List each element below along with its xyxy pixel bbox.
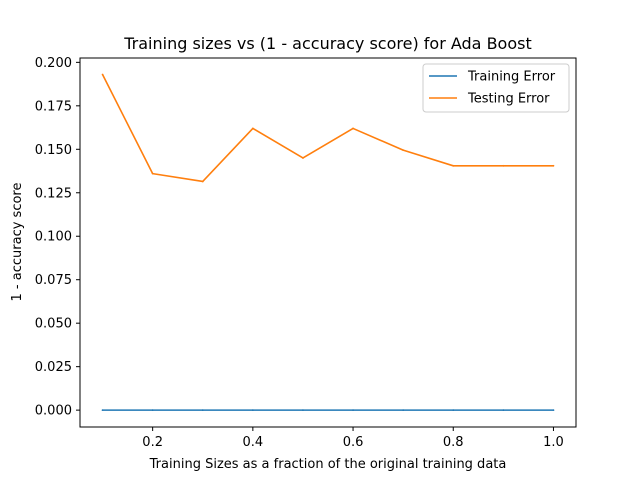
x-tick-label: 0.2 (142, 435, 163, 450)
series-line-1 (101, 74, 554, 183)
data-point (302, 409, 304, 412)
chart-title: Training sizes vs (1 - accuracy score) f… (123, 34, 531, 53)
x-tick-label: 0.6 (343, 435, 364, 450)
data-point (402, 149, 405, 152)
y-tick-label: 0.200 (35, 56, 72, 71)
y-axis-ticks: 0.000 0.025 0.050 0.075 0.100 0.125 0.150 0.175… (35, 56, 80, 419)
data-point (201, 180, 204, 183)
series-layer (101, 73, 555, 412)
data-point (502, 409, 505, 412)
y-tick-label: 0.000 (35, 404, 72, 419)
data-point (452, 409, 455, 412)
data-point (251, 409, 254, 412)
legend: Training Error Testing Error (422, 63, 570, 113)
data-point (201, 409, 204, 412)
data-point (302, 157, 304, 159)
legend-label: Testing Error (467, 92, 550, 107)
data-point (402, 409, 405, 412)
y-tick-label: 0.100 (35, 230, 72, 245)
y-axis-label: 1 - accuracy score (10, 183, 25, 302)
data-point (552, 409, 555, 412)
x-tick-label: 0.8 (443, 435, 464, 450)
data-point (151, 172, 154, 175)
x-axis-ticks: 0.2 0.4 0.6 0.8 1.0 (142, 427, 564, 450)
x-tick-label: 0.4 (243, 435, 264, 450)
data-point (452, 164, 455, 167)
data-point (502, 164, 505, 167)
data-point (251, 127, 254, 130)
x-tick-label: 1.0 (543, 435, 564, 450)
data-point (101, 73, 104, 76)
y-tick-label: 0.150 (35, 143, 72, 158)
data-point (101, 409, 104, 412)
data-point (352, 127, 354, 130)
y-tick-label: 0.075 (35, 273, 72, 288)
y-tick-label: 0.175 (35, 99, 72, 114)
data-point (352, 409, 354, 412)
y-tick-label: 0.125 (35, 186, 72, 201)
legend-label: Training Error (467, 70, 556, 85)
data-point (552, 164, 555, 167)
y-tick-label: 0.050 (35, 317, 72, 332)
legend-box (422, 63, 570, 113)
plot-frame (79, 57, 577, 428)
x-axis-label: Training Sizes as a fraction of the orig… (149, 457, 507, 472)
y-tick-label: 0.025 (35, 360, 72, 375)
data-point (151, 409, 154, 412)
